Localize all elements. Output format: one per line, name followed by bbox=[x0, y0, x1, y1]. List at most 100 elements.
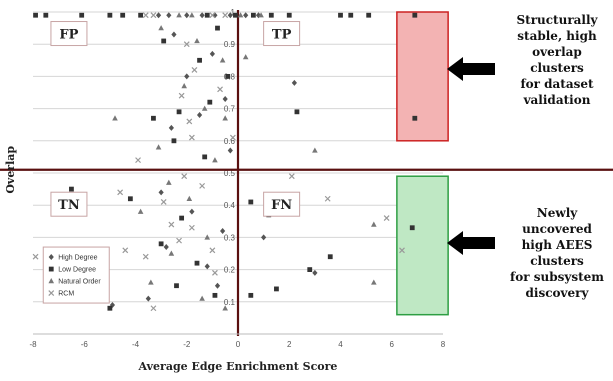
x-tick-label: 0 bbox=[236, 340, 241, 349]
quadrant-box-fp bbox=[50, 21, 88, 47]
low-degree-point bbox=[248, 199, 254, 205]
low-degree-point bbox=[412, 115, 418, 121]
natural-order-point bbox=[204, 234, 211, 240]
high-degree-point bbox=[168, 124, 174, 131]
annotation-line: uncovered bbox=[522, 222, 592, 236]
quadrant-box-tp bbox=[263, 21, 301, 47]
y-tick-label: 0.6 bbox=[224, 137, 236, 146]
rcm-point bbox=[142, 12, 149, 19]
natural-order-point bbox=[158, 25, 164, 31]
x-tick-label: 6 bbox=[390, 340, 395, 349]
tp-annotation: Structurally stable, high overlap clusters f… bbox=[502, 12, 612, 108]
annotation-line: for subsystem bbox=[510, 270, 604, 284]
legend-label: Low Degree bbox=[58, 267, 96, 274]
high-degree-point bbox=[166, 12, 172, 19]
y-tick-label: 0.7 bbox=[224, 105, 236, 114]
low-degree-point bbox=[348, 12, 354, 18]
natural-order-point bbox=[201, 105, 208, 111]
natural-order-point bbox=[194, 37, 200, 44]
low-degree-point bbox=[248, 292, 254, 298]
legend-label: RCM bbox=[58, 291, 74, 298]
high-degree-point bbox=[214, 282, 221, 289]
high-degree-point bbox=[227, 147, 233, 154]
natural-order-point bbox=[186, 195, 193, 201]
rcm-point bbox=[212, 269, 218, 276]
low-degree-point bbox=[174, 283, 179, 289]
annotation-line: overlap bbox=[532, 45, 582, 59]
high-degree-point bbox=[145, 295, 151, 302]
rcm-point bbox=[229, 134, 236, 141]
x-tick-label: 4 bbox=[338, 340, 343, 349]
quadrant-label-tn: TN bbox=[58, 198, 80, 213]
low-degree-point bbox=[151, 115, 156, 121]
quadrant-label-fp: FP bbox=[59, 28, 78, 43]
natural-order-point bbox=[258, 12, 264, 18]
x-tick-label: 8 bbox=[441, 340, 446, 349]
high-degree-point bbox=[222, 95, 228, 102]
low-degree-point bbox=[204, 12, 210, 18]
legend-box bbox=[42, 246, 110, 304]
high-degree-point bbox=[171, 31, 177, 38]
low-degree-point bbox=[79, 12, 85, 18]
high-degree-point bbox=[189, 208, 195, 215]
rcm-point bbox=[176, 237, 182, 244]
high-degree-point bbox=[109, 302, 116, 309]
low-degree-point bbox=[179, 215, 185, 221]
low-degree-point bbox=[202, 154, 208, 160]
high-degree-point bbox=[243, 12, 249, 19]
rcm-point bbox=[168, 221, 175, 228]
x-tick-label: -8 bbox=[29, 340, 37, 349]
quadrant-box-tn bbox=[50, 191, 88, 217]
rcm-point bbox=[117, 189, 124, 196]
rcm-point bbox=[222, 12, 229, 19]
low-degree-point bbox=[215, 25, 220, 31]
y-tick-label: 1 bbox=[231, 8, 236, 17]
rcm-point bbox=[183, 41, 190, 48]
low-degree-point bbox=[197, 57, 202, 63]
high-degree-point bbox=[184, 12, 190, 19]
low-degree-point bbox=[171, 138, 177, 144]
annotation-line: clusters bbox=[530, 254, 584, 268]
y-tick-label: 0.4 bbox=[224, 201, 236, 210]
y-tick-label: 0.3 bbox=[224, 233, 236, 242]
x-tick-label: -4 bbox=[132, 340, 140, 349]
y-tick-label: 0.5 bbox=[224, 169, 236, 178]
rcm-point bbox=[150, 12, 157, 19]
annotation-line: validation bbox=[523, 93, 591, 107]
low-degree-point bbox=[412, 12, 418, 18]
natural-order-point bbox=[222, 305, 228, 311]
rcm-point bbox=[122, 247, 129, 254]
low-degree-point bbox=[33, 12, 38, 18]
natural-order-point bbox=[189, 12, 195, 18]
natural-order-point bbox=[168, 250, 175, 256]
low-degree-point bbox=[107, 12, 113, 18]
low-degree-point bbox=[207, 99, 213, 105]
rcm-point bbox=[324, 195, 331, 202]
rcm-point bbox=[209, 12, 216, 19]
legend-marker bbox=[48, 254, 54, 261]
x-axis-title: Average Edge Enrichment Score bbox=[138, 360, 338, 373]
quadrant-label-tp: TP bbox=[272, 28, 292, 43]
natural-order-point bbox=[112, 115, 118, 121]
low-degree-point bbox=[286, 12, 292, 18]
natural-order-point bbox=[242, 54, 249, 60]
natural-order-point bbox=[176, 12, 182, 18]
annotation-line: high AEES bbox=[521, 238, 593, 252]
natural-order-point bbox=[212, 157, 218, 163]
annotation-line: Structurally bbox=[516, 13, 598, 27]
natural-order-point bbox=[237, 12, 244, 18]
low-degree-point bbox=[268, 12, 274, 18]
x-tick-label: 2 bbox=[287, 340, 292, 349]
annotation-line: stable, high bbox=[517, 29, 597, 43]
natural-order-point bbox=[222, 115, 228, 121]
low-degree-point bbox=[161, 38, 167, 44]
y-tick-label: 0.1 bbox=[224, 298, 236, 307]
natural-order-point bbox=[166, 179, 172, 185]
tp-region bbox=[396, 11, 449, 142]
rcm-point bbox=[199, 182, 206, 189]
quadrant-label-fn: FN bbox=[271, 198, 292, 213]
high-degree-point bbox=[220, 227, 226, 234]
natural-order-point bbox=[181, 83, 187, 89]
low-degree-point bbox=[294, 109, 300, 115]
low-degree-point bbox=[176, 109, 182, 115]
